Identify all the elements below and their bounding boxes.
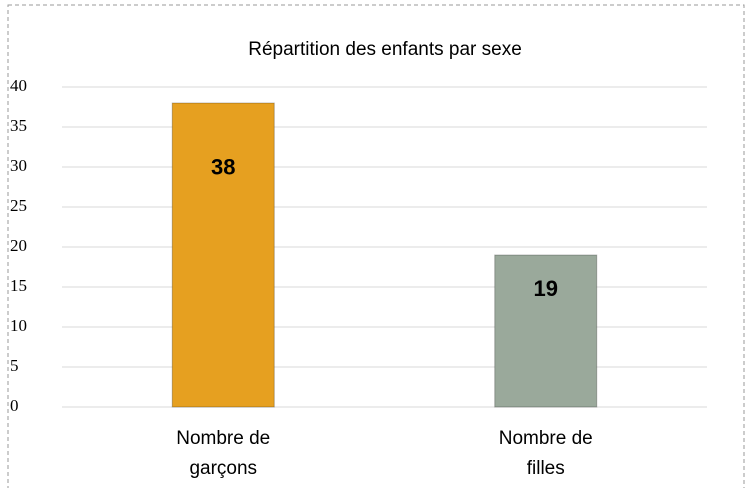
y-tick-label: 25	[10, 196, 27, 215]
x-tick-label: Nombre de filles	[498, 428, 593, 479]
x-tick-label: Nombre de garçons	[176, 428, 271, 479]
data-label: 38	[211, 155, 235, 180]
y-tick-label: 35	[10, 116, 27, 135]
y-tick-label: 15	[10, 276, 27, 295]
y-tick-label: 0	[10, 396, 19, 415]
y-tick-label: 20	[10, 236, 27, 255]
bar	[171, 102, 275, 408]
bar	[494, 254, 598, 408]
y-tick-label: 5	[10, 356, 19, 375]
chart-border	[7, 4, 745, 488]
y-tick-label: 40	[10, 76, 27, 95]
y-tick-label: 30	[10, 156, 27, 175]
data-label: 19	[534, 276, 558, 301]
y-tick-label: 10	[10, 316, 27, 335]
chart-title: Répartition des enfants par sexe	[248, 39, 522, 60]
